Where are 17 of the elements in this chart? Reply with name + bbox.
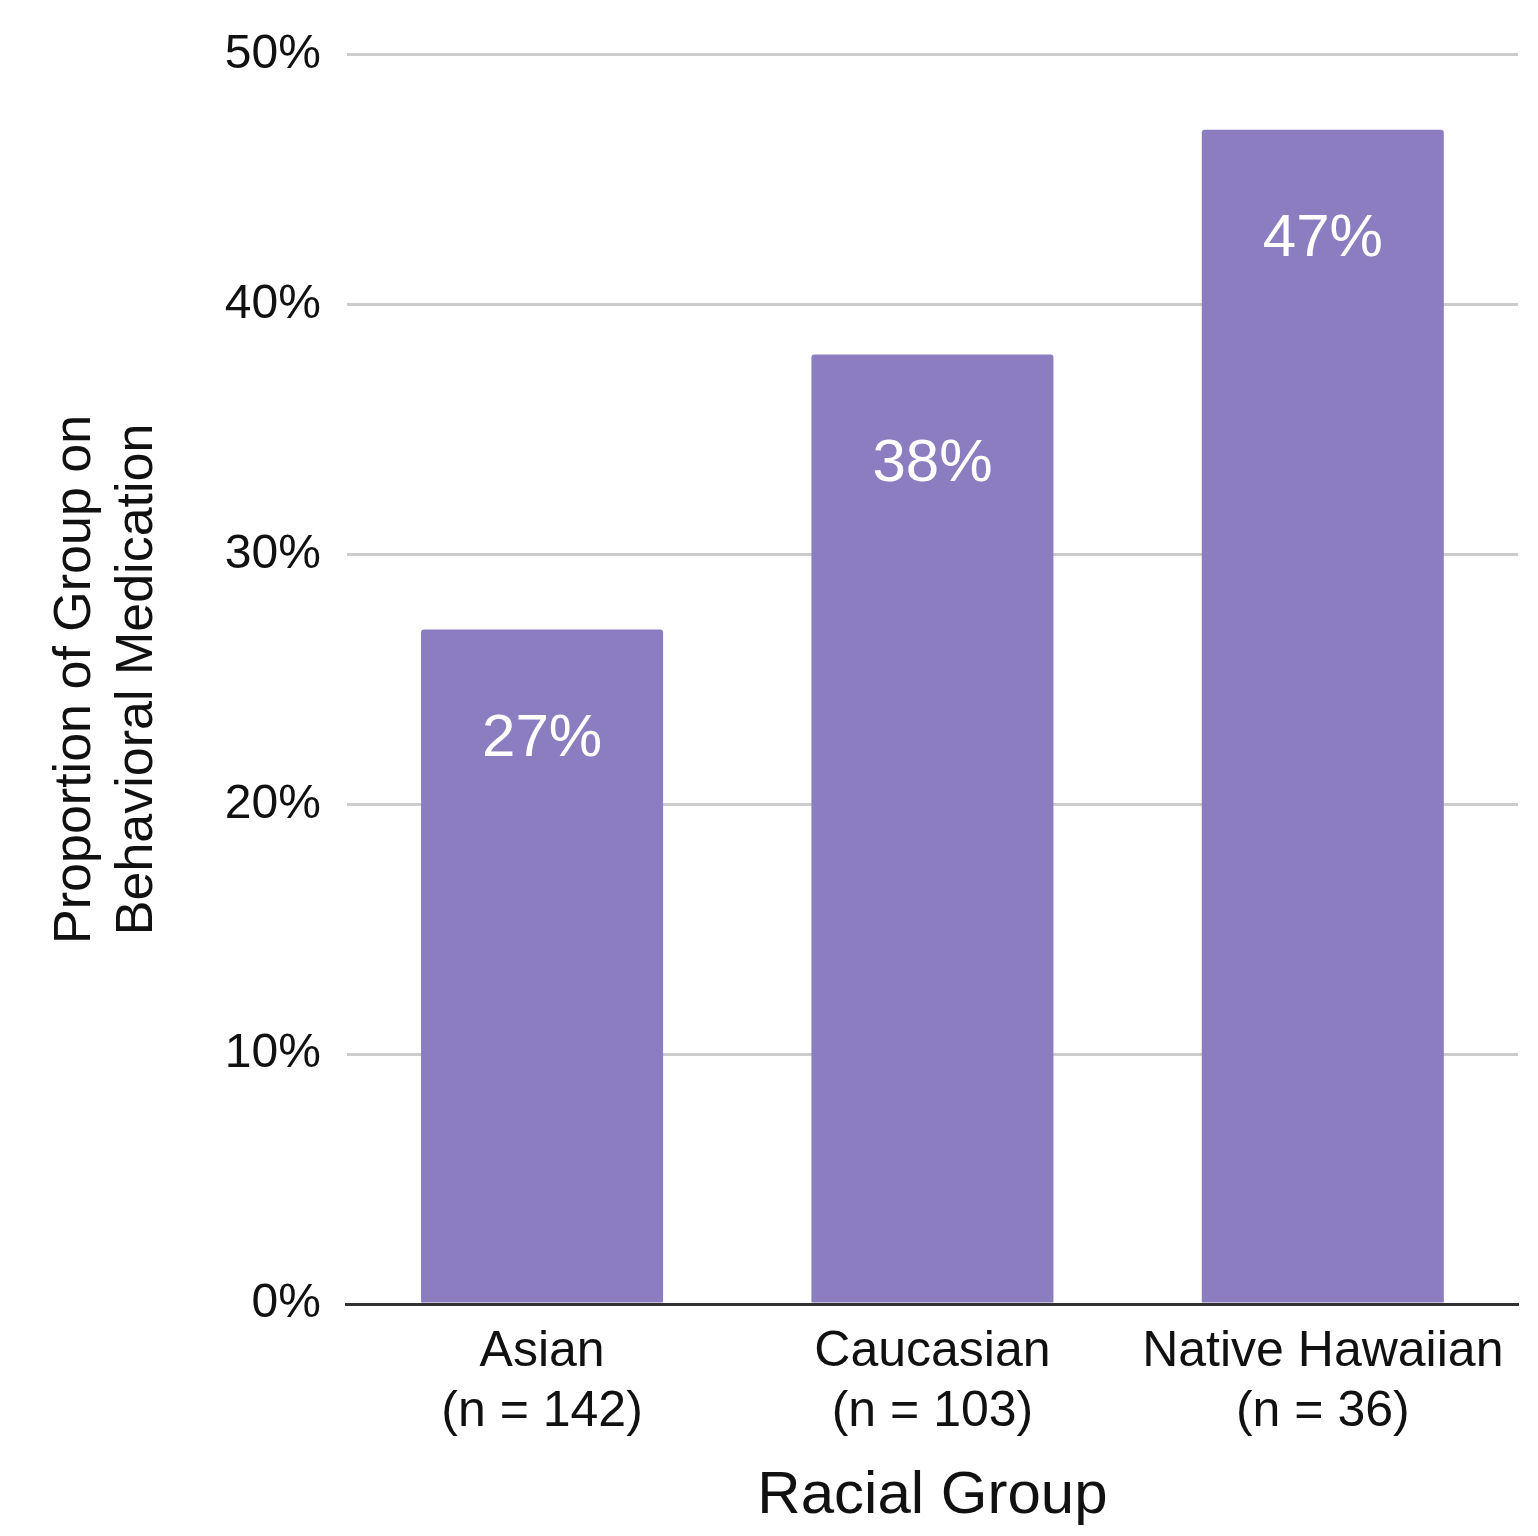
bar — [811, 354, 1054, 1303]
y-tick-label: 10% — [224, 1024, 321, 1078]
bar — [1201, 129, 1444, 1303]
y-tick-label: 50% — [224, 25, 321, 79]
y-axis-title: Proportion of Group on Behavioral Medication — [42, 414, 163, 944]
data-label: 38% — [872, 427, 993, 495]
y-tick-label: 40% — [224, 274, 321, 328]
x-tick-label: Caucasian (n = 103) — [814, 1320, 1051, 1437]
bar — [421, 629, 664, 1303]
x-axis-title: Racial Group — [757, 1458, 1108, 1526]
x-tick-label: Asian (n = 142) — [441, 1320, 643, 1437]
x-tick-label: Native Hawaiian (n = 36) — [1142, 1320, 1504, 1437]
y-tick-label: 30% — [224, 524, 321, 578]
y-tick-label: 0% — [251, 1274, 321, 1328]
data-label: 47% — [1262, 202, 1383, 270]
y-tick-label: 20% — [224, 774, 321, 828]
data-label: 27% — [482, 701, 603, 769]
